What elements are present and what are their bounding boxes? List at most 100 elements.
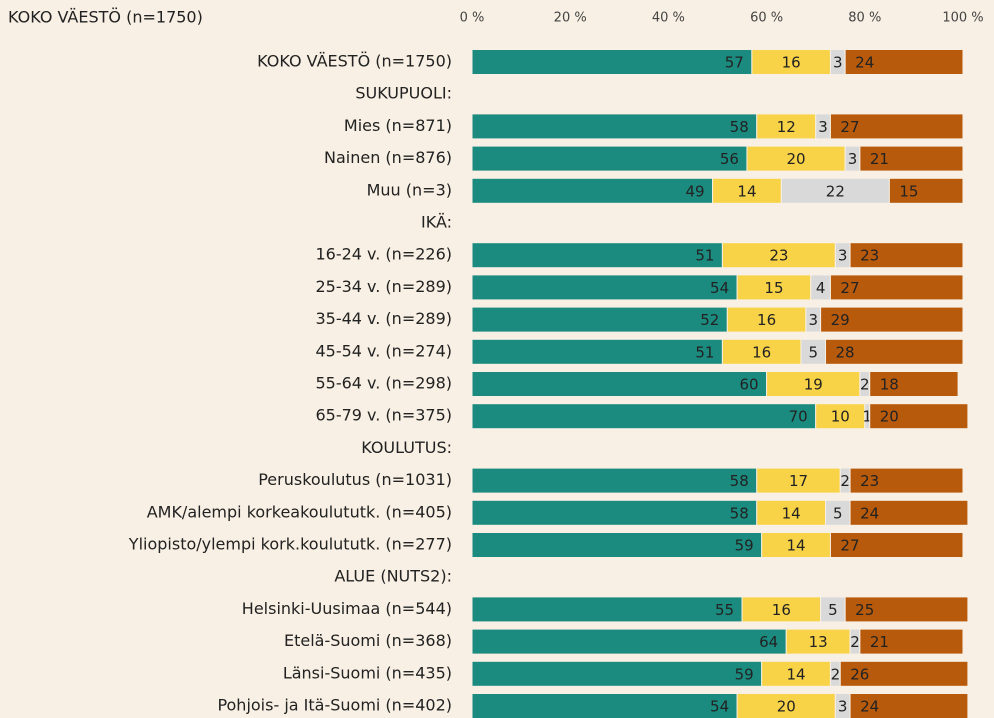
bar-segment	[471, 532, 763, 558]
bar-segment	[751, 49, 831, 75]
category-label: KOKO VÄESTÖ (n=1750)	[257, 52, 452, 71]
bar-segment	[829, 113, 964, 140]
bar-segment	[471, 177, 714, 204]
value-label: 16	[782, 54, 801, 72]
value-label: 12	[777, 118, 796, 136]
bar-segment	[820, 306, 964, 333]
value-label: 16	[752, 343, 771, 361]
value-label: 10	[831, 408, 850, 426]
category-label: 65-79 v. (n=375)	[315, 406, 452, 425]
category-label: 35-44 v. (n=289)	[315, 309, 452, 328]
value-label: 2	[860, 376, 870, 394]
value-label: 18	[880, 376, 899, 394]
value-label: 59	[735, 665, 754, 683]
bar-segment	[471, 693, 738, 718]
category-label: Etelä-Suomi (n=368)	[284, 631, 452, 650]
category-label: 25-34 v. (n=289)	[315, 277, 452, 296]
category-label: Helsinki-Uusimaa (n=544)	[242, 599, 452, 618]
value-label: 5	[808, 343, 818, 361]
value-label: 54	[710, 279, 729, 297]
category-label: IKÄ:	[421, 213, 452, 232]
value-label: 58	[730, 118, 749, 136]
value-label: 55	[715, 601, 734, 619]
value-label: 64	[759, 633, 778, 651]
x-tick-label: 100 %	[942, 11, 983, 26]
value-label: 58	[730, 472, 749, 490]
bar-segment	[844, 596, 969, 623]
category-label: Yliopisto/ylempi kork.koulututk. (n=277)	[128, 535, 452, 554]
value-label: 56	[720, 150, 739, 168]
value-label: 20	[787, 150, 806, 168]
value-label: 15	[764, 279, 783, 297]
value-label: 59	[735, 537, 754, 555]
bar-segment	[888, 177, 964, 204]
category-label: KOULUTUS:	[361, 438, 452, 457]
value-label: 4	[816, 279, 826, 297]
bar-segment	[820, 596, 846, 623]
category-label: 16-24 v. (n=226)	[315, 245, 452, 264]
value-label: 57	[725, 54, 744, 72]
bar-segment	[839, 660, 969, 687]
value-label: 19	[804, 376, 823, 394]
bar-segment	[756, 467, 841, 494]
bar-segment	[471, 596, 743, 623]
x-tick-label: 20 %	[554, 11, 587, 26]
bar-segment	[849, 242, 964, 269]
x-tick-label: 60 %	[750, 11, 783, 26]
value-label: 24	[860, 698, 879, 716]
value-label: 27	[840, 118, 859, 136]
value-label: 23	[769, 247, 788, 265]
bar-segment	[471, 338, 723, 365]
value-label: 24	[855, 54, 874, 72]
bar-segment	[746, 145, 846, 172]
x-tick-label: 40 %	[652, 11, 685, 26]
value-label: 25	[855, 601, 874, 619]
category-label: ALUE (NUTS2):	[334, 567, 452, 586]
bar-segment	[869, 371, 959, 397]
bar-segment	[471, 145, 748, 172]
bar-segment	[849, 693, 969, 718]
value-label: 27	[840, 279, 859, 297]
bar-segment	[756, 113, 817, 140]
category-label: Nainen (n=876)	[324, 148, 452, 167]
value-label: 3	[838, 247, 848, 265]
value-label: 16	[772, 601, 791, 619]
value-label: 5	[828, 601, 838, 619]
value-label: 27	[840, 537, 859, 555]
bar-segment	[849, 467, 964, 494]
bar-segment	[471, 628, 787, 655]
bar-segment	[712, 177, 782, 204]
value-label: 1	[862, 408, 872, 426]
category-label: AMK/alempi korkeakoulututk. (n=405)	[147, 502, 452, 521]
value-label: 23	[860, 472, 879, 490]
bar-segment	[869, 403, 969, 430]
value-label: 20	[777, 698, 796, 716]
bar-segment	[785, 628, 851, 655]
bar-segment	[471, 242, 723, 269]
category-label: Mies (n=871)	[344, 116, 452, 135]
value-label: 2	[840, 472, 850, 490]
value-label: 23	[860, 247, 879, 265]
bar-segment	[471, 467, 758, 494]
value-label: 26	[850, 665, 869, 683]
category-label: Peruskoulutus (n=1031)	[258, 470, 452, 489]
value-label: 28	[836, 343, 855, 361]
bar-segment	[726, 306, 807, 333]
bar-segment	[471, 660, 763, 687]
bar-segment	[829, 274, 964, 301]
value-label: 29	[831, 311, 850, 329]
value-label: 3	[818, 118, 828, 136]
category-label: SUKUPUOLI:	[355, 84, 452, 103]
bar-segment	[471, 49, 753, 75]
value-label: 58	[730, 504, 749, 522]
bar-segment	[471, 499, 758, 526]
value-label: 14	[737, 182, 756, 200]
bar-segment	[756, 499, 827, 526]
chart-title: KOKO VÄESTÖ (n=1750)	[8, 8, 203, 27]
bar-segment	[829, 532, 964, 558]
bar-segment	[471, 306, 728, 333]
value-label: 3	[848, 150, 858, 168]
bar-segment	[766, 371, 861, 397]
value-label: 2	[831, 665, 841, 683]
